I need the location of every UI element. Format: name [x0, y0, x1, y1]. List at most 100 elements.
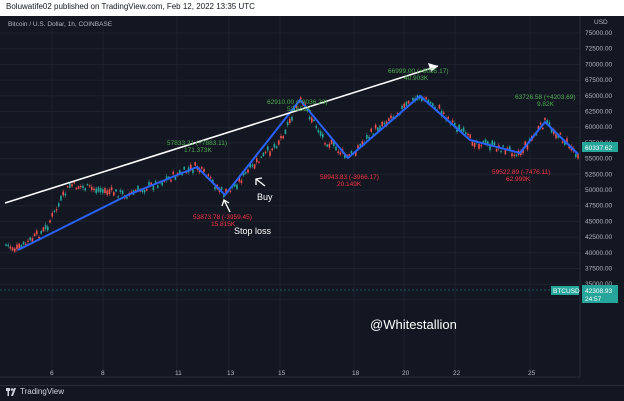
candle-body	[93, 188, 95, 191]
candle-body	[220, 187, 223, 190]
candle-body	[403, 103, 405, 108]
btcusd-tag[interactable]: BTCUSD 42308.93 24:57	[551, 285, 618, 303]
candle-body	[370, 128, 372, 132]
candle-body	[236, 184, 238, 190]
candle-body	[60, 195, 62, 201]
candle-body	[157, 185, 159, 188]
candle-body	[489, 145, 491, 151]
candle-body	[392, 116, 394, 118]
symbol-title: Bitcoin / U.S. Dollar, 1h, COINBASE	[8, 21, 113, 28]
candle-body	[201, 167, 203, 169]
candle-body	[36, 230, 38, 235]
swing-high-1-price: 57833.21 (+7883.11)	[167, 140, 227, 147]
swing-high-3-volume: 40.903K	[404, 75, 429, 82]
candle-body	[25, 243, 27, 246]
candle-body	[368, 136, 370, 139]
candle-body	[14, 248, 16, 252]
candle-body	[249, 164, 251, 168]
swing-high-4-volume: 9.82K	[537, 101, 555, 108]
candle-body	[143, 190, 146, 193]
candle-body	[355, 151, 357, 156]
candle-body	[458, 124, 460, 130]
candle-body	[278, 140, 280, 145]
candle-body	[438, 104, 441, 109]
candle-body	[495, 148, 498, 152]
tradingview-logo-icon	[6, 388, 16, 396]
candle-body	[73, 181, 75, 184]
price-tick-label: 47500.00	[585, 203, 612, 210]
price-tick-label: 55000.00	[585, 156, 612, 163]
candle-body	[137, 185, 139, 191]
candle-body	[271, 148, 273, 151]
candle-body	[526, 144, 529, 150]
candle-body	[454, 122, 456, 127]
candle-body	[174, 176, 177, 180]
candle-body	[462, 127, 465, 132]
candle-body	[513, 154, 515, 156]
candle-body	[5, 244, 7, 246]
current-price-value: 60337.62	[585, 145, 612, 152]
zigzag-line[interactable]	[17, 94, 579, 251]
candle-body	[104, 188, 106, 194]
candle-body	[500, 150, 502, 153]
candle-body	[337, 151, 339, 153]
trendline-arrowhead	[428, 63, 438, 72]
candle-body	[550, 127, 553, 133]
candle-body	[357, 145, 359, 149]
candle-body	[289, 118, 291, 124]
candle-body	[374, 124, 377, 129]
candle-body	[130, 191, 133, 193]
candle-body	[75, 187, 78, 190]
candle-body	[80, 186, 82, 188]
candle-body	[315, 126, 317, 128]
candle-body	[9, 246, 12, 249]
candle-body	[251, 164, 254, 167]
candle-body	[432, 103, 434, 107]
candle-body	[40, 230, 42, 234]
candle-body	[47, 226, 49, 231]
candle-body	[557, 134, 559, 138]
candle-body	[405, 101, 408, 106]
candle-body	[333, 141, 335, 146]
candle-body	[269, 151, 271, 156]
candle-body	[154, 181, 157, 183]
buy-label: Buy	[257, 192, 273, 202]
candle-body	[161, 182, 163, 186]
candle-body	[234, 182, 236, 187]
candle-body	[110, 187, 113, 191]
candle-body	[350, 151, 353, 154]
candle-body	[548, 122, 551, 126]
time-tick-label: 8	[101, 370, 105, 377]
price-tick-label: 62500.00	[585, 109, 612, 116]
time-tick-label: 25	[528, 370, 536, 377]
current-price-tag[interactable]: 60337.62	[582, 142, 618, 152]
candle-body	[240, 180, 243, 183]
candle-body	[339, 152, 342, 155]
candle-body	[179, 170, 181, 174]
price-tick-label: 67500.00	[585, 77, 612, 84]
candle-body	[42, 227, 45, 232]
time-tick-label: 22	[453, 370, 461, 377]
candle-body	[484, 139, 487, 144]
candle-body	[381, 121, 383, 127]
candle-body	[324, 143, 326, 145]
candle-body	[515, 154, 518, 157]
price-tick-label: 45000.00	[585, 218, 612, 225]
price-axis[interactable]: 75000.00 72500.00 70000.00 67500.00 65000.00…	[585, 30, 612, 304]
candle-body	[209, 176, 212, 179]
candle-body	[95, 188, 97, 194]
time-axis[interactable]: 6 8 11 13 15 18 20 22 25	[50, 370, 536, 377]
candle-body	[291, 116, 293, 121]
trendline[interactable]	[4, 65, 439, 204]
price-tick-label: 50000.00	[585, 187, 612, 194]
candle-body	[106, 190, 108, 195]
candle-body	[214, 186, 216, 190]
candle-body	[451, 120, 454, 123]
swing-low-1-price: 53873.78 (-3959.45)	[193, 214, 252, 221]
swing-high-4-price: 63726.58 (+4203.69)	[515, 94, 576, 101]
candle-body	[267, 146, 269, 151]
candle-body	[117, 196, 119, 198]
candle-body	[546, 120, 548, 124]
candle-body	[390, 115, 392, 119]
